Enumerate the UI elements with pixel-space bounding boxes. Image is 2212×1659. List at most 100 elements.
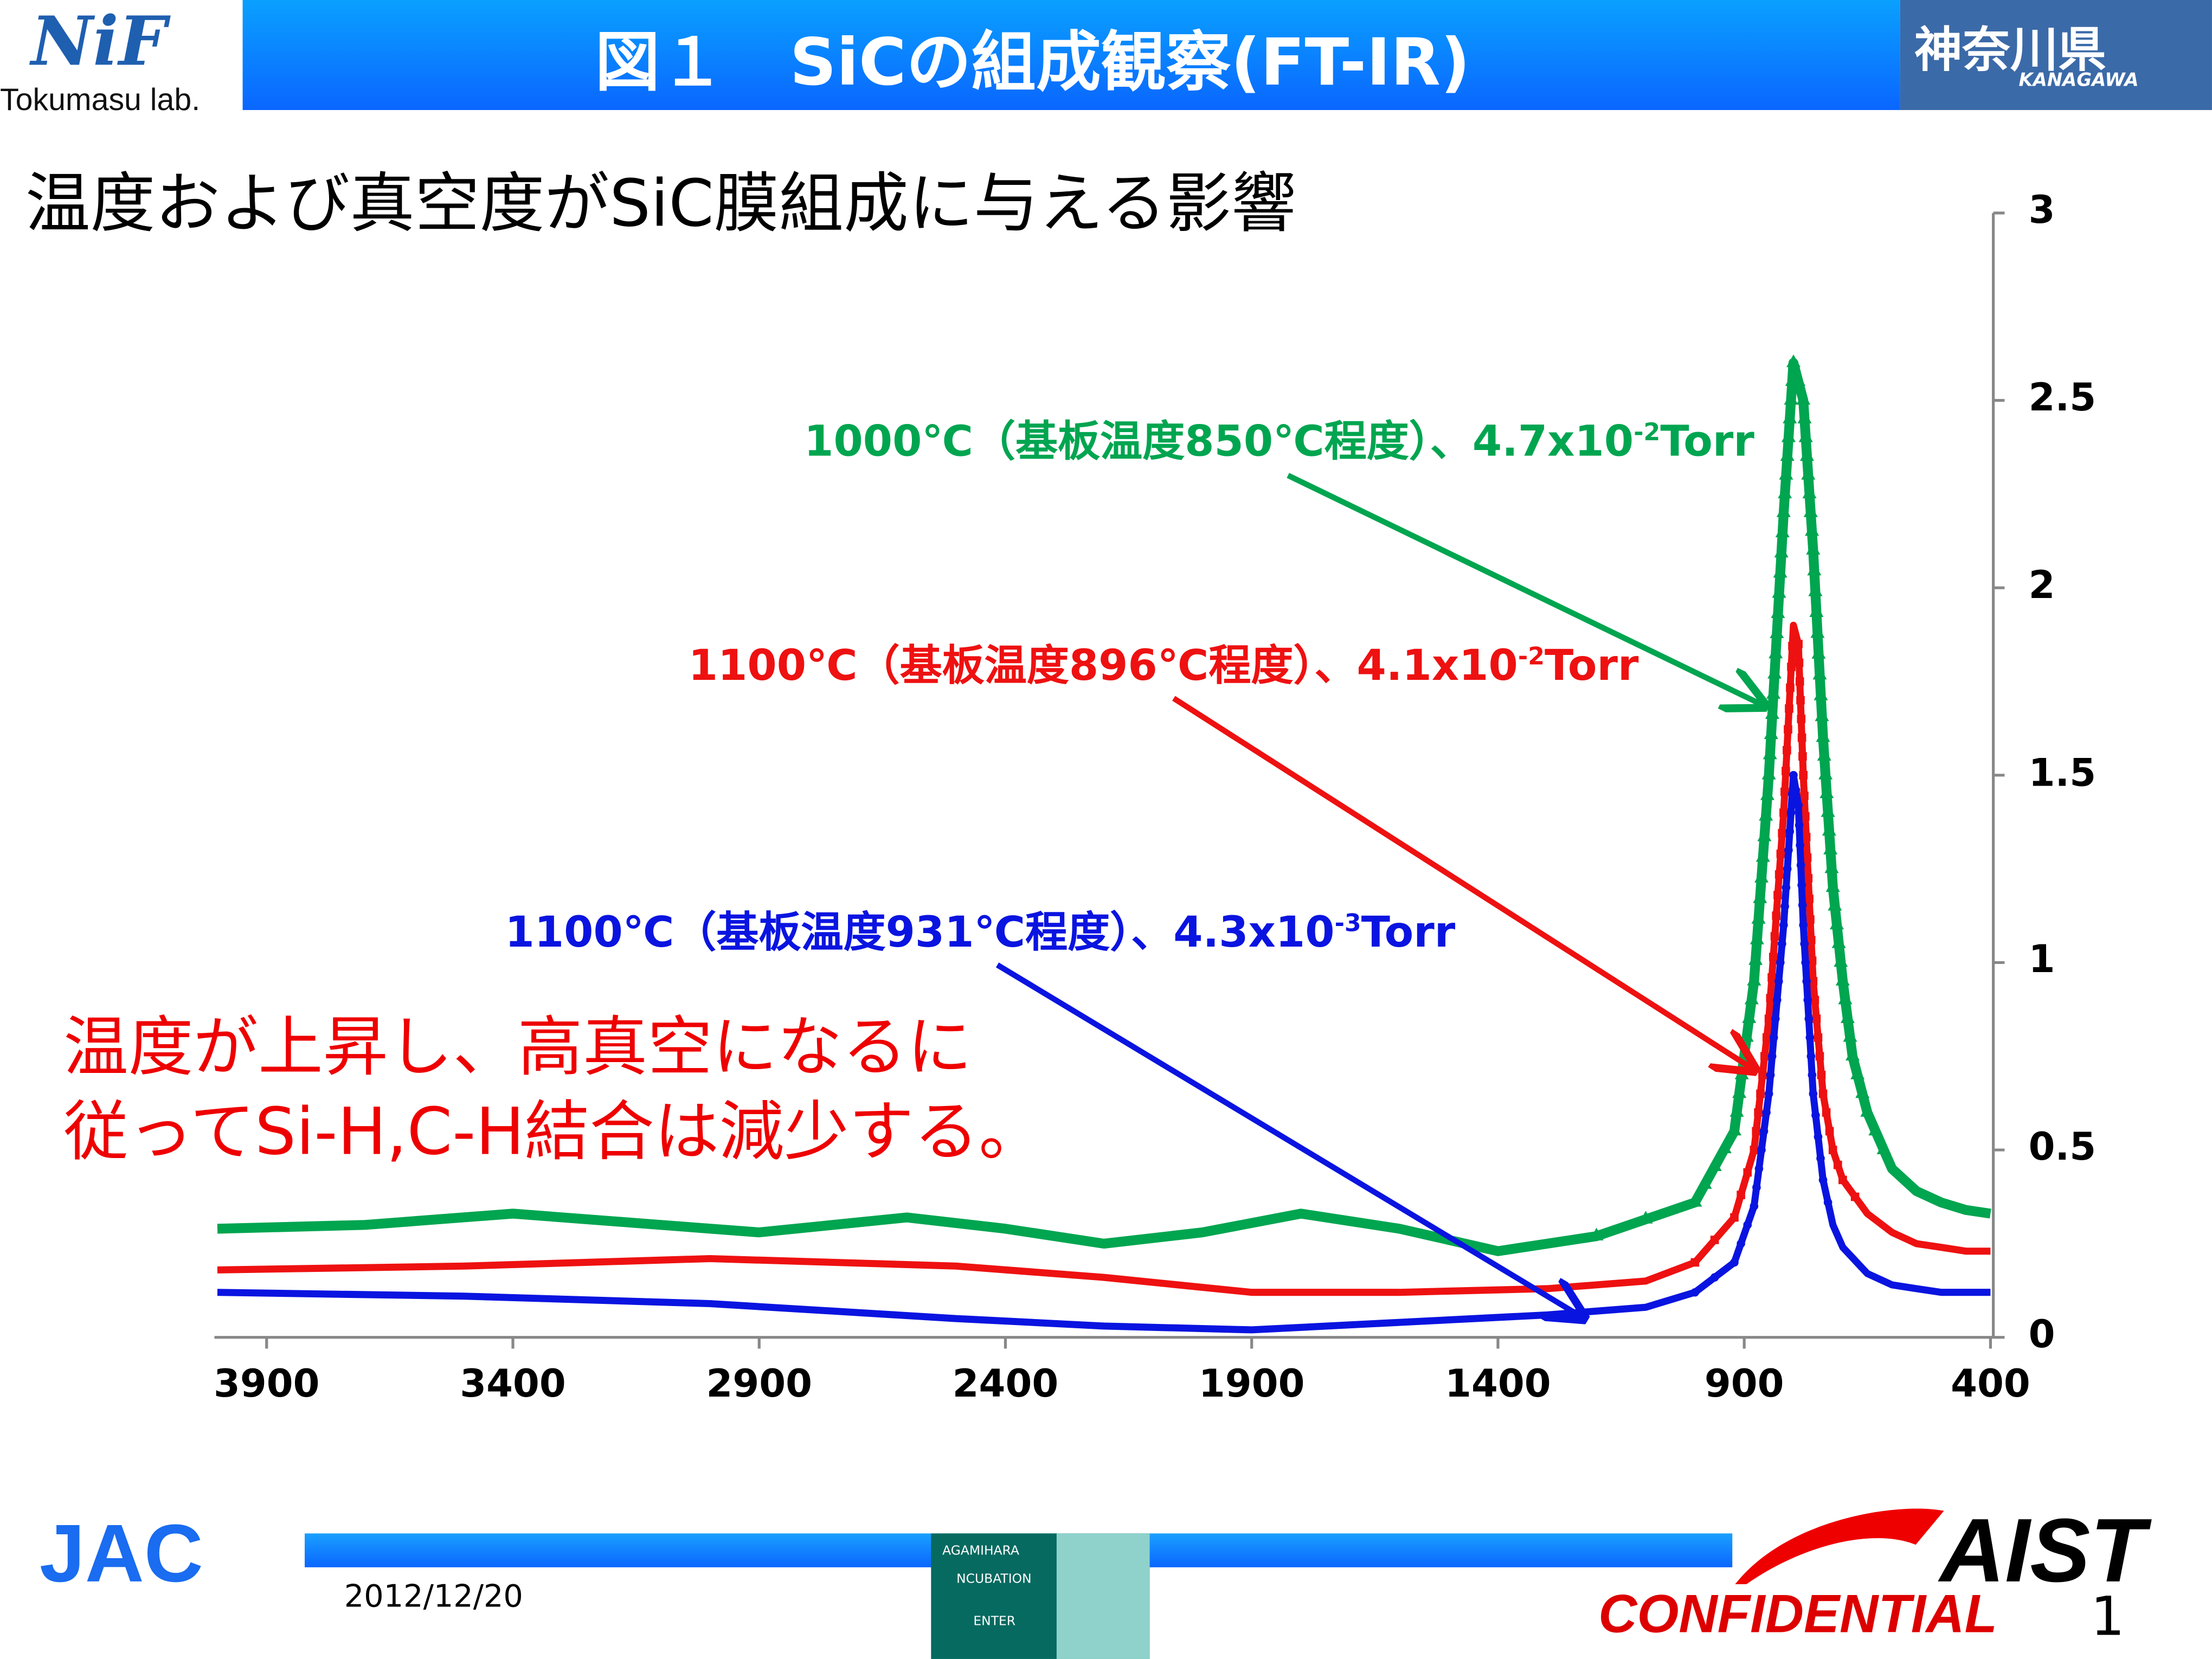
data-point [1850, 1192, 1860, 1201]
axes [214, 211, 2005, 1349]
data-point [1808, 583, 1823, 596]
data-point [1772, 911, 1781, 920]
data-point [1843, 1029, 1857, 1042]
nif-logo: NiF Tokumasu lab. [0, 0, 243, 121]
slide-title: 図１ SiCの組成観察(FT-IR) [595, 24, 1470, 100]
note-line: 温度が上昇し、高真空になるに [63, 1008, 972, 1085]
data-point [1765, 706, 1779, 719]
data-point [1791, 373, 1806, 386]
data-point [1760, 787, 1774, 800]
data-point [1804, 1014, 1814, 1023]
data-point [1818, 767, 1833, 780]
data-point [1800, 792, 1809, 800]
data-point [1803, 853, 1812, 862]
data-point [1802, 977, 1811, 986]
data-point [1795, 821, 1804, 829]
data-point [1795, 658, 1804, 667]
annotation-unit: Torr [1361, 908, 1456, 958]
data-point [1774, 544, 1789, 558]
x-tick-label: 3900 [213, 1362, 320, 1407]
data-point [1743, 1168, 1752, 1177]
data-point [1769, 953, 1778, 961]
annotation-exponent: -3 [1334, 910, 1361, 938]
data-point [1822, 822, 1836, 836]
annotation-label-blue: 1100℃（基板温度931℃程度）、4.3x10-3Torr [505, 897, 1456, 959]
data-point [1770, 625, 1784, 639]
annotation-text: 1000℃（基板温度850℃程度）、4.7x10 [804, 417, 1634, 467]
data-point [1697, 1176, 1712, 1189]
data-point [1801, 812, 1810, 821]
note-line: 従ってSi-H,C-H結合は減少する。 [63, 1093, 1044, 1170]
annotation-label-red: 1100℃（基板温度896℃程度）、4.1x10-2Torr [689, 631, 1639, 692]
sic-logo-text: NCUBATION [956, 1573, 1032, 1587]
data-point [1818, 1089, 1828, 1098]
data-point [1796, 841, 1804, 850]
data-point [1799, 770, 1808, 780]
data-point [1811, 1111, 1820, 1120]
data-point [1797, 715, 1806, 723]
data-point [1786, 354, 1801, 368]
data-point [1776, 958, 1785, 967]
data-point [1780, 902, 1789, 911]
aist-logo: AIST [1939, 1499, 2146, 1602]
data-point [1764, 726, 1778, 740]
data-point [1800, 940, 1809, 948]
data-point [1805, 523, 1819, 536]
data-point [1737, 1191, 1745, 1199]
data-point [1809, 1089, 1818, 1098]
data-point [1783, 864, 1792, 873]
data-point [1775, 524, 1790, 537]
data-point [1808, 956, 1817, 965]
data-point [1779, 808, 1788, 817]
page-number: 1 [2091, 1585, 2125, 1648]
data-point [1758, 1071, 1767, 1079]
data-point [1786, 808, 1796, 817]
data-point [1690, 1288, 1700, 1297]
data-point [1805, 895, 1814, 903]
data-point [1750, 1201, 1759, 1211]
data-point [1799, 921, 1808, 930]
sic-logo-text: AGAMIHARA [942, 1545, 1020, 1559]
data-point [1808, 1071, 1817, 1079]
data-point [1835, 973, 1850, 986]
data-point [1737, 1239, 1745, 1248]
data-point [1754, 870, 1769, 883]
data-point [1815, 1052, 1824, 1061]
data-point [1833, 1160, 1842, 1169]
x-tick-label: 400 [1951, 1362, 2030, 1407]
data-point [1766, 994, 1775, 1002]
data-point [1798, 901, 1807, 910]
data-point [1814, 687, 1828, 700]
data-point [1773, 564, 1787, 578]
y-tick-label: 1 [2028, 938, 2055, 982]
data-point [1763, 746, 1777, 760]
data-point [1752, 1183, 1761, 1192]
data-point [1796, 860, 1805, 870]
data-point [1806, 915, 1815, 924]
data-point [1801, 958, 1810, 967]
data-point [1774, 870, 1784, 879]
data-point [1782, 883, 1791, 892]
kanagawa-logo: 神奈川県 KANAGAWA [1900, 0, 2212, 110]
data-point [1766, 1071, 1775, 1079]
data-point [1806, 1052, 1816, 1061]
data-point [1787, 663, 1796, 671]
data-point [1784, 846, 1793, 854]
x-tick-label: 2400 [952, 1362, 1059, 1407]
data-point [1819, 785, 1834, 799]
data-point [1769, 1033, 1778, 1042]
sic-logo: AGAMIHARA NCUBATION ENTER [931, 1533, 1150, 1659]
data-point [1729, 1104, 1744, 1117]
data-point [1811, 646, 1826, 659]
data-point [1750, 931, 1764, 944]
data-point [1828, 1146, 1837, 1154]
data-point [1807, 562, 1822, 576]
data-point [1730, 1213, 1739, 1222]
data-point [1783, 410, 1797, 423]
data-point [1823, 841, 1838, 854]
y-tick-label: 0.5 [2028, 1126, 2097, 1170]
data-point [1782, 767, 1790, 775]
data-point [1801, 467, 1816, 480]
data-point [1772, 585, 1786, 598]
x-tick-label: 3400 [460, 1362, 566, 1407]
